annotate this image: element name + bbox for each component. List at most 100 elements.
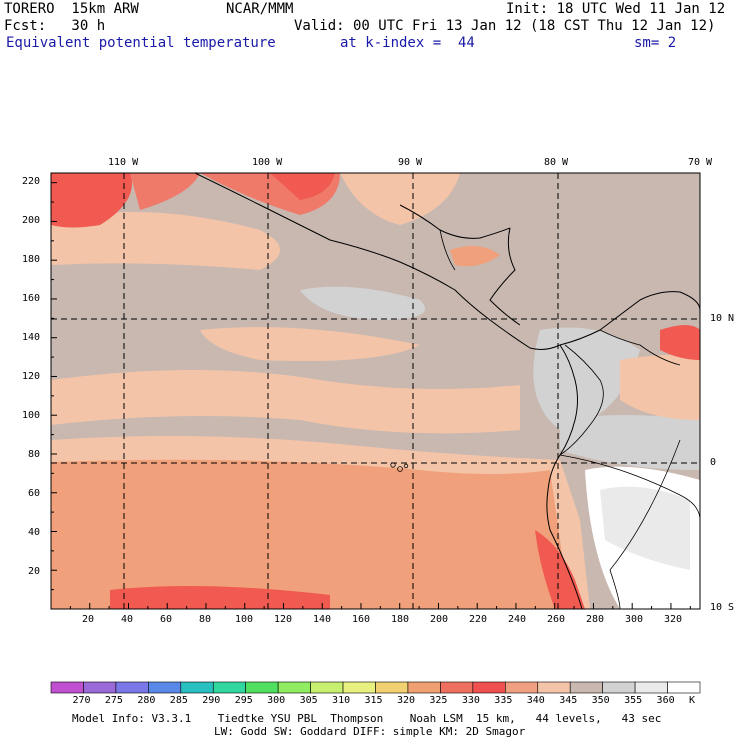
color-bar-label: 280	[137, 695, 156, 706]
forecast-hour: Fcst: 30 h	[4, 18, 106, 34]
color-bar-label: 290	[202, 695, 221, 706]
border-peru	[559, 454, 700, 521]
color-bar-swatch	[472, 681, 506, 694]
field-mexico-330	[270, 173, 335, 200]
x-tick-40: 40	[121, 614, 134, 625]
smoothing-label: sm= 2	[634, 35, 677, 51]
init-time: Init: 18 UTC Wed 11 Jan 12	[506, 1, 726, 17]
coastline-colombia-north	[559, 291, 700, 346]
color-bar-swatch	[50, 681, 84, 694]
color-bar-swatch	[212, 681, 247, 694]
lon-label-110w: 110 W	[108, 157, 139, 168]
org-label: NCAR/MMM	[226, 1, 294, 17]
color-bar-label: 315	[364, 695, 383, 706]
x-tick-240: 240	[508, 614, 527, 625]
field-coast-330	[535, 530, 585, 609]
borders	[439, 229, 700, 609]
color-bar-swatch	[180, 681, 214, 694]
color-bar-swatch	[115, 681, 149, 694]
border-venezuela	[599, 329, 681, 366]
color-bar-swatch	[245, 681, 279, 694]
axis-ticks	[51, 182, 691, 609]
y-tick-60: 60	[28, 488, 41, 499]
lon-label-100w: 100 W	[252, 157, 283, 168]
model-info: Model Info: V3.3.1 Tiedtke YSU PBL Thomp…	[72, 712, 662, 725]
color-bar-swatch	[569, 681, 603, 694]
color-bar-swatch	[667, 681, 701, 694]
field-south-330-strip	[110, 586, 330, 609]
coastlines	[194, 173, 700, 609]
lon-label-70w: 70 W	[688, 157, 713, 168]
color-bar-swatch	[504, 681, 539, 694]
field-ne-330	[660, 325, 700, 360]
field-nw-335	[130, 173, 200, 210]
color-bar-label: 295	[234, 695, 253, 706]
latlon-grid	[51, 173, 700, 609]
field-band-340-north	[51, 212, 280, 270]
y-tick-200: 200	[22, 215, 41, 226]
model-title: TORERO 15km ARW	[4, 1, 139, 17]
x-tick-200: 200	[430, 614, 449, 625]
y-tick-140: 140	[22, 332, 41, 343]
color-bar-label: 310	[332, 695, 351, 706]
field-band-340-central	[200, 327, 420, 361]
field-band-340-mid	[51, 370, 520, 434]
color-bar-label: 285	[169, 695, 188, 706]
color-bar-swatch	[602, 681, 636, 694]
x-tick-60: 60	[160, 614, 173, 625]
x-tick-320: 320	[664, 614, 683, 625]
x-tick-20: 20	[82, 614, 95, 625]
color-bar-label: 335	[494, 695, 513, 706]
color-bar-label: 275	[104, 695, 123, 706]
lat-label-10n: 10 N	[710, 313, 735, 324]
color-bar-label: 345	[559, 695, 578, 706]
level-label: at k-index = 44	[340, 35, 475, 51]
color-bar-swatch	[277, 681, 311, 694]
valid-time: Valid: 00 UTC Fri 13 Jan 12 (18 CST Thu …	[294, 18, 716, 34]
color-bar-label: 320	[396, 695, 415, 706]
x-tick-100: 100	[235, 614, 254, 625]
x-tick-80: 80	[199, 614, 212, 625]
y-tick-100: 100	[22, 410, 41, 421]
color-bar-label: 350	[591, 695, 610, 706]
x-tick-180: 180	[391, 614, 410, 625]
color-bar-swatch	[537, 681, 571, 694]
y-tick-120: 120	[22, 371, 41, 382]
x-tick-300: 300	[625, 614, 644, 625]
x-tick-280: 280	[586, 614, 605, 625]
color-bar-label: 270	[72, 695, 91, 706]
color-bar-swatch	[375, 681, 409, 694]
y-tick-180: 180	[22, 254, 41, 265]
y-tick-80: 80	[28, 449, 41, 460]
y-tick-40: 40	[28, 527, 41, 538]
field-patch-350-c	[560, 415, 700, 470]
x-tick-140: 140	[313, 614, 332, 625]
x-tick-220: 220	[469, 614, 488, 625]
field-band-340-east	[620, 355, 700, 420]
color-bar-label: 305	[299, 695, 318, 706]
x-tick-160: 160	[352, 614, 371, 625]
color-bar-swatch	[310, 681, 344, 694]
lon-label-80w: 80 W	[544, 157, 569, 168]
field-patch-350-b	[533, 327, 640, 430]
color-bar-label: K	[689, 695, 696, 706]
border-colombia	[559, 344, 604, 456]
border-brazil	[609, 439, 681, 609]
coastline-yucatan	[399, 204, 511, 239]
field-patch-350-a	[300, 286, 425, 320]
x-tick-260: 260	[547, 614, 566, 625]
color-bar-swatch	[407, 681, 441, 694]
field-nw-330	[51, 173, 132, 228]
map-frame	[50, 172, 701, 610]
lat-label-10s: 10 S	[710, 602, 735, 613]
color-bar	[50, 681, 701, 694]
color-bar-label: 360	[656, 695, 675, 706]
lat-label-0: 0	[710, 457, 717, 468]
field-central-america-335	[450, 246, 500, 267]
color-bar-swatch	[342, 681, 376, 694]
field-amazon-355	[600, 486, 690, 570]
y-tick-220: 220	[22, 176, 41, 187]
border-guatemala	[439, 229, 456, 271]
color-bar-label: 340	[526, 695, 545, 706]
